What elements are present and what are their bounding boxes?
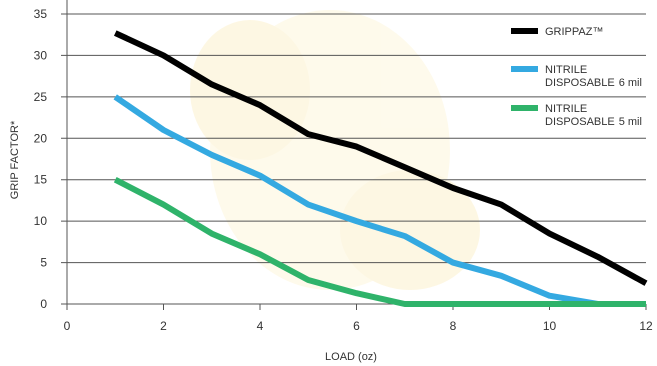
series-line-3 (113, 177, 646, 307)
series-line-2 (113, 94, 646, 307)
x-tick-label-8: 8 (450, 319, 457, 333)
x-axis-title: LOAD (oz) (325, 351, 377, 363)
x-tick-label-2: 2 (160, 319, 167, 333)
legend-label-3-suffix: 5 mil (619, 116, 642, 128)
tick-labels: 0 5 10 15 20 25 30 35 0 2 4 6 8 10 12 (34, 7, 653, 333)
legend-label-3-line-1: NITRILE (545, 103, 587, 115)
y-tick-label-25: 25 (34, 90, 48, 104)
legend-label-2-line-2: DISPOSABLE 6 mil (545, 77, 642, 89)
legend-label-2-suffix: 6 mil (619, 77, 642, 89)
x-tick-label-10: 10 (543, 319, 557, 333)
legend-label-1: GRIPPAZ™ (545, 26, 603, 38)
y-tick-label-5: 5 (40, 256, 47, 270)
y-axis-title: GRIP FACTOR* (9, 120, 21, 199)
y-tick-label-35: 35 (34, 7, 48, 21)
legend-label-2-line-1: NITRILE (545, 64, 587, 76)
series-lines (113, 30, 648, 307)
y-tick-label-30: 30 (34, 48, 48, 62)
x-tick-label-6: 6 (353, 319, 360, 333)
x-tick-label-12: 12 (639, 319, 653, 333)
y-tick-label-20: 20 (34, 131, 48, 145)
x-tick-label-4: 4 (257, 319, 264, 333)
series-line-1 (113, 30, 648, 286)
y-tick-label-10: 10 (34, 214, 48, 228)
y-tick-label-15: 15 (34, 173, 48, 187)
legend-label-3-line-2: DISPOSABLE 5 mil (545, 116, 642, 128)
x-tick-label-0: 0 (64, 319, 71, 333)
y-tick-label-0: 0 (40, 297, 47, 311)
background-watermark (190, 10, 480, 290)
